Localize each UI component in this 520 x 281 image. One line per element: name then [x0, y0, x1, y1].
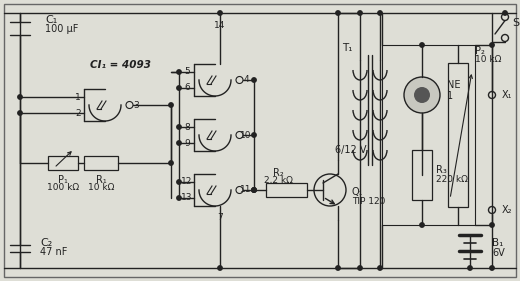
Text: 6V: 6V — [492, 248, 505, 258]
Text: 4: 4 — [243, 76, 249, 85]
Text: P₁: P₁ — [58, 175, 68, 185]
Text: 100 μF: 100 μF — [45, 24, 79, 34]
Circle shape — [177, 180, 181, 184]
Bar — [382, 45, 475, 225]
Circle shape — [420, 43, 424, 47]
Circle shape — [490, 223, 494, 227]
Text: 11: 11 — [240, 185, 252, 194]
Text: R₂: R₂ — [273, 168, 284, 178]
Circle shape — [218, 11, 222, 15]
Circle shape — [177, 70, 181, 74]
Circle shape — [252, 188, 256, 192]
Text: 5: 5 — [184, 67, 190, 76]
Circle shape — [404, 77, 440, 113]
Text: 7: 7 — [217, 214, 223, 223]
Circle shape — [490, 266, 494, 270]
Text: X₁: X₁ — [502, 90, 513, 100]
Circle shape — [177, 86, 181, 90]
Text: 47 nF: 47 nF — [40, 247, 68, 257]
Text: 2: 2 — [75, 108, 81, 117]
Text: C₂: C₂ — [40, 238, 52, 248]
Text: TIP 120: TIP 120 — [352, 196, 385, 205]
Circle shape — [503, 11, 507, 15]
Text: 100 kΩ: 100 kΩ — [47, 183, 79, 192]
Circle shape — [490, 43, 494, 47]
Circle shape — [177, 141, 181, 145]
Text: 2,2 kΩ: 2,2 kΩ — [264, 176, 293, 185]
Text: B₁: B₁ — [492, 238, 503, 248]
Circle shape — [378, 11, 382, 15]
Text: 6/12 V: 6/12 V — [335, 145, 367, 155]
Circle shape — [177, 196, 181, 200]
Bar — [48, 156, 78, 170]
Text: X₂: X₂ — [502, 205, 513, 215]
Circle shape — [18, 95, 22, 99]
Circle shape — [314, 174, 346, 206]
Text: 220 kΩ: 220 kΩ — [436, 176, 468, 185]
Circle shape — [177, 125, 181, 129]
Circle shape — [252, 78, 256, 82]
Text: 14: 14 — [214, 22, 226, 31]
Text: 10: 10 — [240, 130, 252, 139]
Circle shape — [252, 133, 256, 137]
Text: S₁: S₁ — [512, 18, 520, 28]
Circle shape — [420, 223, 424, 227]
Circle shape — [252, 188, 256, 192]
Text: R₁: R₁ — [96, 175, 107, 185]
Bar — [448, 63, 468, 207]
Circle shape — [169, 103, 173, 107]
Circle shape — [18, 111, 22, 115]
Text: R₃: R₃ — [436, 165, 447, 175]
Text: C₁: C₁ — [45, 15, 57, 25]
Text: 3: 3 — [133, 101, 139, 110]
Text: 1: 1 — [75, 92, 81, 101]
Text: T₁: T₁ — [342, 43, 353, 53]
Text: 1: 1 — [447, 91, 453, 101]
Circle shape — [378, 266, 382, 270]
Circle shape — [252, 188, 256, 192]
Text: Q₁: Q₁ — [352, 187, 363, 197]
Circle shape — [414, 87, 430, 103]
Circle shape — [468, 266, 472, 270]
Bar — [412, 150, 432, 200]
Circle shape — [218, 266, 222, 270]
Text: 13: 13 — [181, 194, 193, 203]
Text: P₂: P₂ — [475, 46, 485, 56]
Text: 6: 6 — [184, 83, 190, 92]
Circle shape — [336, 266, 340, 270]
Text: NE: NE — [447, 80, 461, 90]
Bar — [84, 156, 118, 170]
Circle shape — [358, 266, 362, 270]
Text: CI₁ = 4093: CI₁ = 4093 — [89, 60, 150, 70]
Circle shape — [169, 161, 173, 165]
Text: 8: 8 — [184, 123, 190, 132]
Text: 10 kΩ: 10 kΩ — [88, 183, 114, 192]
Bar — [266, 183, 307, 197]
Text: 12: 12 — [181, 178, 193, 187]
Text: 10 kΩ: 10 kΩ — [475, 55, 501, 64]
Circle shape — [358, 11, 362, 15]
Circle shape — [336, 11, 340, 15]
Text: 9: 9 — [184, 139, 190, 148]
